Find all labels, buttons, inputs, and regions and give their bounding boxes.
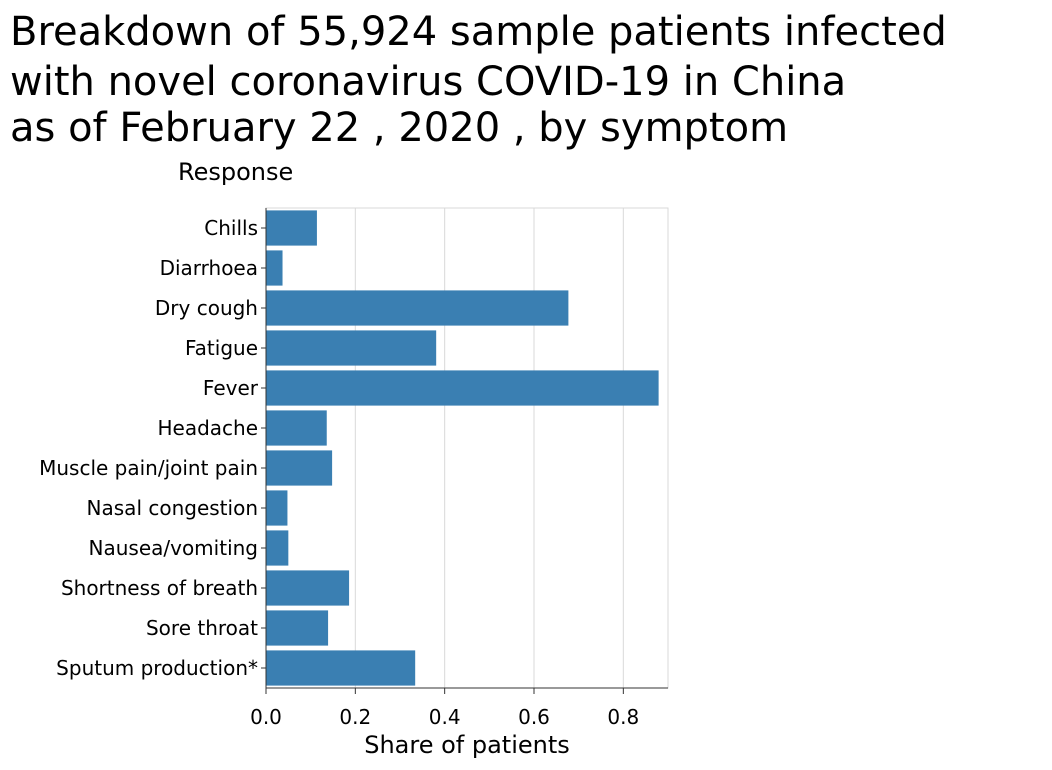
x-tick-label: 0.6 (518, 705, 550, 729)
chart-title-line-3: as of February 22 , 2020 , by symptom (10, 105, 789, 151)
bar (266, 290, 569, 326)
y-tick-label: Nasal congestion (87, 496, 258, 520)
bar (266, 490, 288, 526)
x-tick-label: 0.0 (250, 705, 282, 729)
y-tick-label: Dry cough (155, 296, 258, 320)
y-tick-label: Chills (204, 216, 258, 240)
bar (266, 570, 350, 606)
y-axis-label: Response (178, 158, 293, 186)
bar (266, 410, 327, 446)
y-tick-label: Sputum production* (56, 656, 258, 680)
chart-title-line-1: Breakdown of 55,924 sample patients infe… (10, 9, 947, 55)
axes-layer: 0.0 0.2 0.4 0.6 0.8 Chills Diarrhoea Dry cough F… (39, 208, 668, 729)
x-tick-label: 0.4 (429, 705, 461, 729)
x-tick-label: 0.8 (607, 705, 639, 729)
bar (266, 530, 289, 566)
y-tick-label: Shortness of breath (61, 576, 258, 600)
chart-title-line-2: with novel coronavirus COVID-19 in China (10, 59, 847, 105)
y-tick-label: Headache (157, 416, 258, 440)
x-tick-label: 0.2 (339, 705, 371, 729)
bar (266, 370, 659, 406)
bar (266, 450, 333, 486)
y-tick-label: Diarrhoea (160, 256, 258, 280)
y-tick-label: Fever (203, 376, 259, 400)
y-tick-label: Muscle pain/joint pain (39, 456, 258, 480)
y-tick-label: Fatigue (185, 336, 258, 360)
y-tick-label: Nausea/vomiting (89, 536, 259, 560)
x-axis-label: Share of patients (364, 731, 570, 759)
bar (266, 210, 317, 246)
bar (266, 330, 437, 366)
bar (266, 610, 329, 646)
bars-layer (266, 210, 659, 686)
bar (266, 650, 416, 686)
y-tick-label: Sore throat (146, 616, 258, 640)
bar (266, 250, 283, 286)
